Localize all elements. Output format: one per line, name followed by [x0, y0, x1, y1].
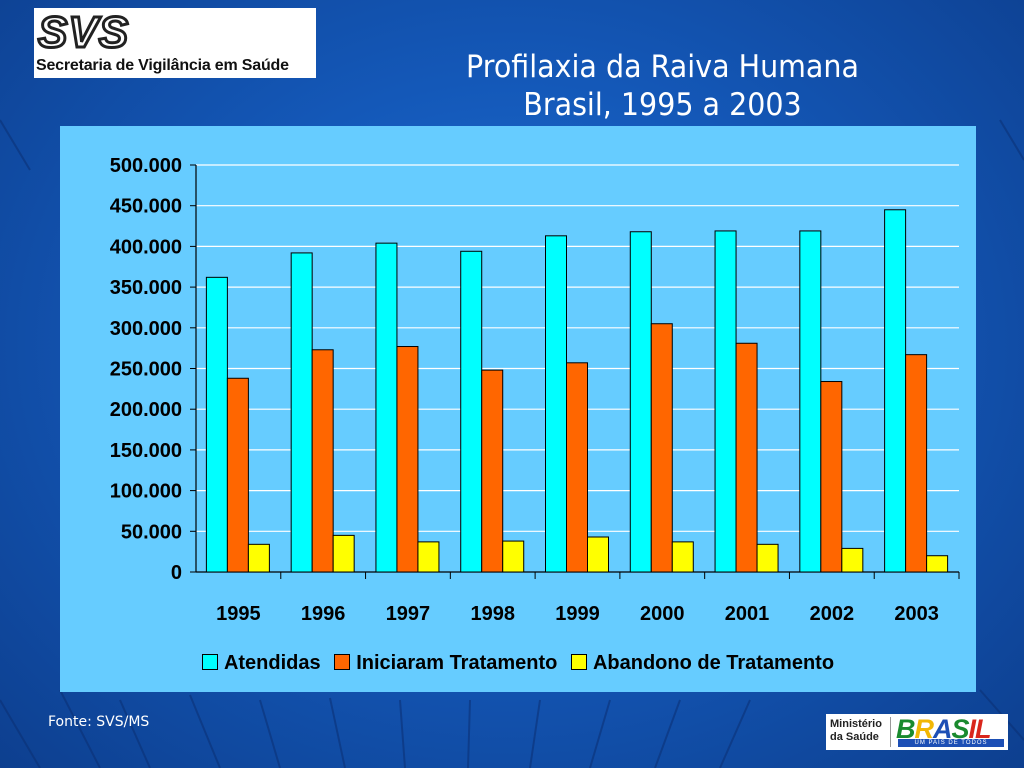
bar-atendidas-2003 [884, 209, 907, 573]
bar-abandono-1997 [417, 541, 440, 573]
x-tick-label: 1996 [301, 603, 346, 625]
bar-iniciaram-1999 [566, 362, 588, 573]
legend-label-abandono: Abandono de Tratamento [592, 652, 835, 675]
chart-title-line-2: Brasil, 1995 a 2003 [523, 87, 802, 123]
bar-iniciaram-2001 [735, 342, 758, 573]
chart-legend: Atendidas Iniciaram Tratamento Abandono … [60, 652, 976, 675]
ministry-logo-divider [890, 717, 891, 747]
chart-title-line-1: Profilaxia da Raiva Humana [466, 49, 859, 85]
svs-logo: SVS Secretaria de Vigilância em Saúde [34, 7, 316, 78]
brasil-logo-mark: BRASIL [896, 714, 992, 744]
x-tick-label: 2002 [810, 603, 855, 625]
x-tick-label: 2003 [894, 603, 939, 625]
plot-panel: 0 50.000 100.000 150.000 200.000 250.000 300.0… [60, 126, 976, 692]
bar-iniciaram-2002 [820, 381, 843, 573]
bar-abandono-2003 [926, 555, 949, 573]
bar-abandono-1996 [332, 534, 355, 573]
bar-abandono-2002 [841, 547, 864, 573]
bar-atendidas-1999 [545, 235, 567, 573]
bar-iniciaram-1996 [311, 349, 334, 573]
bar-abandono-1999 [587, 536, 609, 573]
x-tick-label: 1999 [555, 603, 600, 625]
bar-iniciaram-1997 [396, 346, 419, 573]
bar-atendidas-2002 [799, 230, 822, 573]
x-tick-label: 1997 [386, 603, 431, 625]
bar-atendidas-2001 [714, 230, 737, 573]
bar-abandono-1998 [502, 540, 525, 573]
bar-atendidas-2000 [629, 231, 652, 573]
legend-swatch-iniciaram [334, 654, 351, 671]
ministry-logo: Ministério da Saúde BRASIL UM PAÍS DE TO… [826, 714, 1008, 750]
legend-item-abandono: Abandono de Tratamento [570, 652, 835, 675]
chart-title: Profilaxia da Raiva Humana Brasil, 1995 … [375, 48, 950, 124]
svs-logo-text: Secretaria de Vigilância em Saúde [36, 57, 289, 74]
bar-iniciaram-1998 [481, 369, 504, 573]
y-tick-label: 100.000 [110, 481, 182, 503]
x-tick-label: 1995 [216, 603, 261, 625]
x-tick-label: 2001 [725, 603, 770, 625]
bar-chart: 0 50.000 100.000 150.000 200.000 250.000 300.0… [110, 155, 960, 625]
y-tick-label: 150.000 [110, 440, 182, 462]
y-tick-label: 250.000 [110, 359, 182, 381]
y-tick-label: 50.000 [121, 521, 182, 543]
bar-iniciaram-1995 [226, 377, 249, 573]
legend-label-atendidas: Atendidas [223, 652, 321, 675]
y-tick-label: 0 [171, 562, 182, 584]
y-tick-label: 350.000 [110, 277, 182, 299]
bar-atendidas-1996 [290, 252, 313, 573]
ministry-logo-text: Ministério da Saúde [830, 718, 882, 743]
x-tick-label: 2000 [640, 603, 685, 625]
legend-item-atendidas: Atendidas [201, 652, 321, 675]
legend-item-iniciaram: Iniciaram Tratamento [334, 652, 557, 675]
legend-label-iniciaram: Iniciaram Tratamento [356, 652, 558, 675]
bar-atendidas-1995 [205, 276, 228, 573]
bar-atendidas-1997 [375, 242, 398, 573]
x-tick-label: 1998 [470, 603, 515, 625]
legend-swatch-atendidas [201, 654, 218, 671]
bar-abandono-2000 [671, 541, 694, 573]
bar-abandono-2001 [756, 543, 779, 573]
svs-logo-mark: SVS [36, 7, 130, 59]
bar-abandono-1995 [247, 543, 270, 573]
bar-atendidas-1998 [460, 250, 483, 573]
bar-iniciaram-2003 [905, 354, 928, 573]
brasil-logo-tagline: UM PAÍS DE TODOS [898, 739, 1004, 747]
bar-iniciaram-2000 [650, 323, 673, 573]
legend-swatch-abandono [570, 654, 587, 671]
y-tick-label: 500.000 [110, 155, 182, 177]
y-tick-label: 300.000 [110, 318, 182, 340]
source-note: Fonte: SVS/MS [48, 714, 150, 730]
y-tick-label: 200.000 [110, 399, 182, 421]
y-tick-label: 400.000 [110, 236, 182, 258]
y-tick-label: 450.000 [110, 196, 182, 218]
